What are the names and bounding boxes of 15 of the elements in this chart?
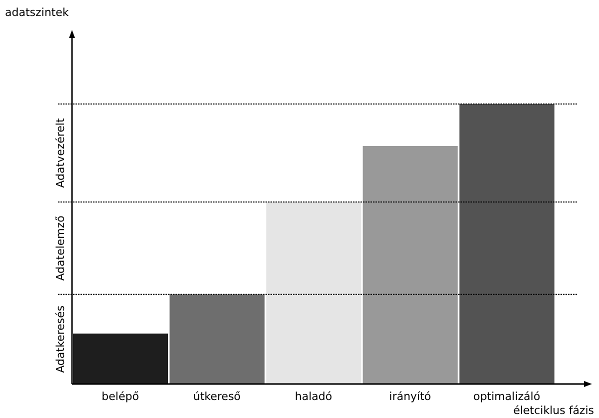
annotation: Adatvezérelt: [54, 118, 67, 188]
x-tick-label: irányító: [389, 390, 432, 403]
bar: [266, 202, 362, 384]
bar: [362, 146, 458, 384]
x-tick-label: belépő: [102, 390, 140, 403]
annotation: Adatkeresés: [54, 305, 67, 373]
text: adatszintek: [5, 6, 70, 19]
bar: [73, 334, 168, 384]
x-tick-label: haladó: [294, 390, 332, 403]
x-axis-title: életciklus fázis: [513, 404, 594, 417]
x-tick-label: útkereső: [193, 390, 241, 403]
annotation: Adatelemző: [54, 215, 67, 281]
x-tick-label: optimalizáló: [473, 390, 540, 403]
bar: [459, 104, 554, 384]
bar: [170, 294, 265, 384]
